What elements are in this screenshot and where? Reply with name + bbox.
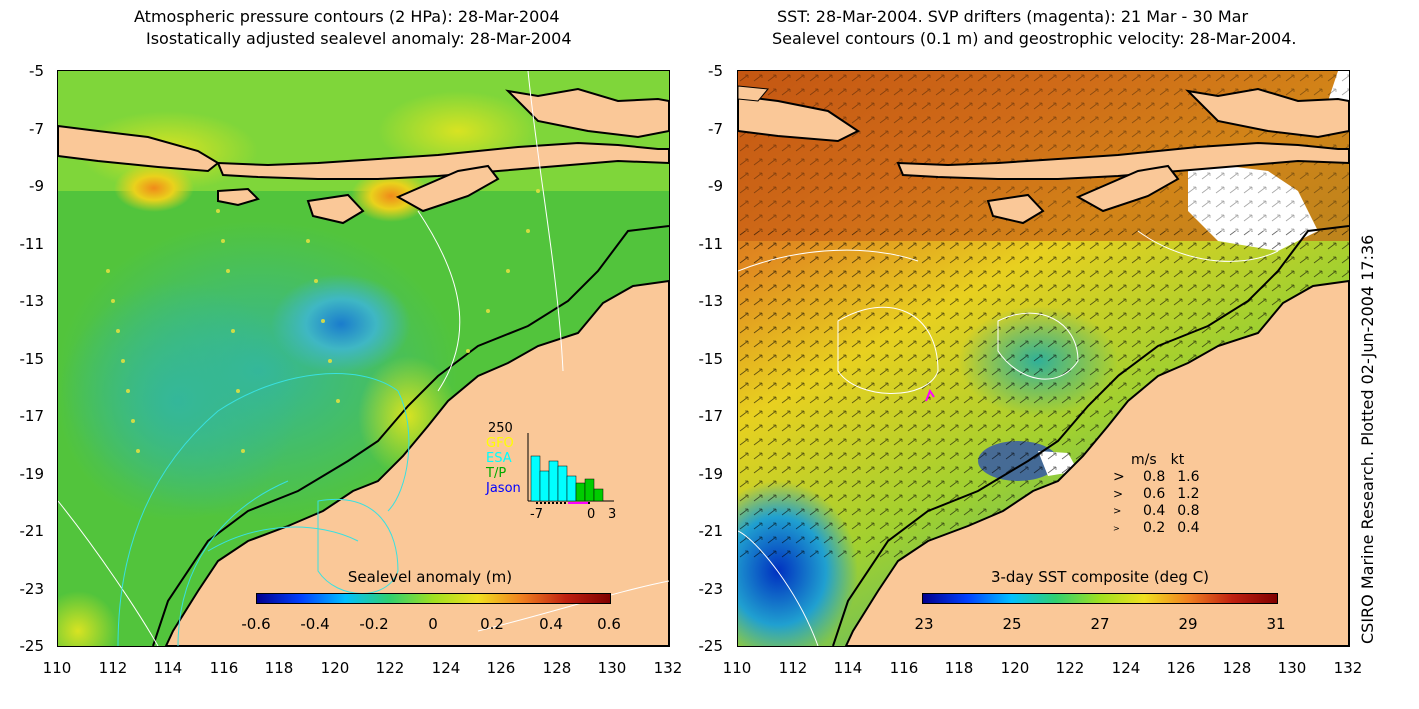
sealevel-cb-tick: -0.6 <box>241 615 271 633</box>
lon-tick: 124 <box>431 659 461 677</box>
lat-tick: -17 <box>698 407 724 425</box>
lat-tick: -13 <box>698 292 724 310</box>
sealevel-colorbar-title: Sealevel anomaly (m) <box>347 568 513 586</box>
lon-tick: 124 <box>1111 659 1141 677</box>
lat-tick: -15 <box>698 350 724 368</box>
lat-tick: -5 <box>29 62 44 80</box>
lat-tick: -7 <box>708 120 723 138</box>
sst-cb-tick: 29 <box>1178 615 1198 633</box>
lon-tick: 126 <box>1166 659 1196 677</box>
sealevel-cb-tick: 0.4 <box>539 615 563 633</box>
lon-tick: 116 <box>889 659 919 677</box>
sst-cb-tick: 23 <box>914 615 934 633</box>
lon-tick: 114 <box>153 659 183 677</box>
velocity-legend-ms-header: m/s <box>1131 452 1157 468</box>
lon-tick: 110 <box>722 659 752 677</box>
lon-tick: 110 <box>42 659 72 677</box>
velocity-legend-kt: 1.6 <box>1177 469 1200 485</box>
velocity-legend-ms: 0.2 <box>1143 520 1166 536</box>
lon-tick: 132 <box>1333 659 1363 677</box>
lon-tick: 112 <box>778 659 808 677</box>
lon-tick: 120 <box>320 659 350 677</box>
sealevel-anomaly-map <box>57 70 670 647</box>
right-title-line2: Sealevel contours (0.1 m) and geostrophi… <box>772 29 1297 48</box>
lat-tick: -21 <box>698 522 724 540</box>
lat-tick: -19 <box>698 465 724 483</box>
satellite-label-tp: T/P <box>486 466 507 481</box>
sealevel-anomaly-graphic <box>58 71 669 646</box>
histogram-xtick-min: -7 <box>530 507 543 522</box>
altimeter-histogram <box>527 426 614 504</box>
velocity-legend-kt: 0.8 <box>1177 503 1200 519</box>
sst-colorbar <box>922 593 1278 604</box>
lat-tick: -17 <box>19 407 45 425</box>
lon-tick: 120 <box>1000 659 1030 677</box>
lat-tick: -21 <box>19 522 45 540</box>
sst-colorbar-title: 3-day SST composite (deg C) <box>990 568 1210 586</box>
sealevel-colorbar <box>256 593 611 604</box>
satellite-label-jason: Jason <box>486 481 521 496</box>
lat-tick: -23 <box>698 580 724 598</box>
sst-cb-tick: 27 <box>1090 615 1110 633</box>
left-title-line2: Isostatically adjusted sealevel anomaly:… <box>146 29 572 48</box>
lon-tick: 132 <box>653 659 683 677</box>
lat-tick: -11 <box>19 235 45 253</box>
sealevel-cb-tick: 0.2 <box>480 615 504 633</box>
lon-tick: 130 <box>1277 659 1307 677</box>
lon-tick: 112 <box>98 659 128 677</box>
lat-tick: -25 <box>698 637 724 655</box>
sst-cb-tick: 31 <box>1266 615 1286 633</box>
lon-tick: 118 <box>264 659 294 677</box>
lat-tick: -15 <box>19 350 45 368</box>
lat-tick: -9 <box>29 177 44 195</box>
velocity-legend-ms: 0.8 <box>1143 469 1166 485</box>
histogram-xtick-zero: 0 <box>587 507 596 522</box>
lon-tick: 122 <box>1055 659 1085 677</box>
lat-tick: -5 <box>708 62 723 80</box>
velocity-legend-ms: 0.4 <box>1143 503 1166 519</box>
lon-tick: 126 <box>486 659 516 677</box>
left-title-line1: Atmospheric pressure contours (2 HPa): 2… <box>134 7 560 26</box>
sst-cb-tick: 25 <box>1002 615 1022 633</box>
lat-tick: -25 <box>19 637 45 655</box>
lat-tick: -11 <box>698 235 724 253</box>
velocity-legend-kt-header: kt <box>1170 452 1185 468</box>
lat-tick: -9 <box>708 177 723 195</box>
sst-graphic <box>738 71 1349 646</box>
lat-tick: -13 <box>19 292 45 310</box>
sealevel-cb-tick: 0 <box>428 615 438 633</box>
velocity-legend-ms: 0.6 <box>1143 486 1166 502</box>
velocity-legend: m/s kt > 0.8 1.6 > 0.6 1.2 > 0.4 0.8 > 0… <box>1113 452 1200 537</box>
lon-tick: 118 <box>944 659 974 677</box>
lon-tick: 130 <box>597 659 627 677</box>
lat-tick: -7 <box>29 120 44 138</box>
lat-tick: -23 <box>19 580 45 598</box>
right-title-line1: SST: 28-Mar-2004. SVP drifters (magenta)… <box>777 7 1249 26</box>
arrow-icon: > <box>1113 469 1125 485</box>
velocity-legend-kt: 1.2 <box>1177 486 1200 502</box>
arrow-icon: > <box>1113 487 1124 501</box>
lat-tick: -19 <box>19 465 45 483</box>
plot-credit: CSIRO Marine Research. Plotted 02-Jun-20… <box>1358 234 1377 644</box>
histogram-xtick-max: 3 <box>608 507 617 522</box>
arrow-icon: > <box>1113 524 1120 533</box>
sealevel-cb-tick: -0.2 <box>359 615 389 633</box>
lon-tick: 128 <box>1222 659 1252 677</box>
arrow-icon: > <box>1113 506 1122 517</box>
lon-tick: 116 <box>209 659 239 677</box>
histogram-ymax-label: 250 <box>488 421 513 436</box>
sealevel-cb-tick: 0.6 <box>597 615 621 633</box>
velocity-legend-kt: 0.4 <box>1177 520 1200 536</box>
lon-tick: 122 <box>375 659 405 677</box>
lon-tick: 128 <box>542 659 572 677</box>
lon-tick: 114 <box>833 659 863 677</box>
satellite-label-gfo: GFO <box>486 436 514 451</box>
satellite-label-esa: ESA <box>486 451 512 466</box>
sealevel-cb-tick: -0.4 <box>300 615 330 633</box>
sst-map <box>737 70 1350 647</box>
